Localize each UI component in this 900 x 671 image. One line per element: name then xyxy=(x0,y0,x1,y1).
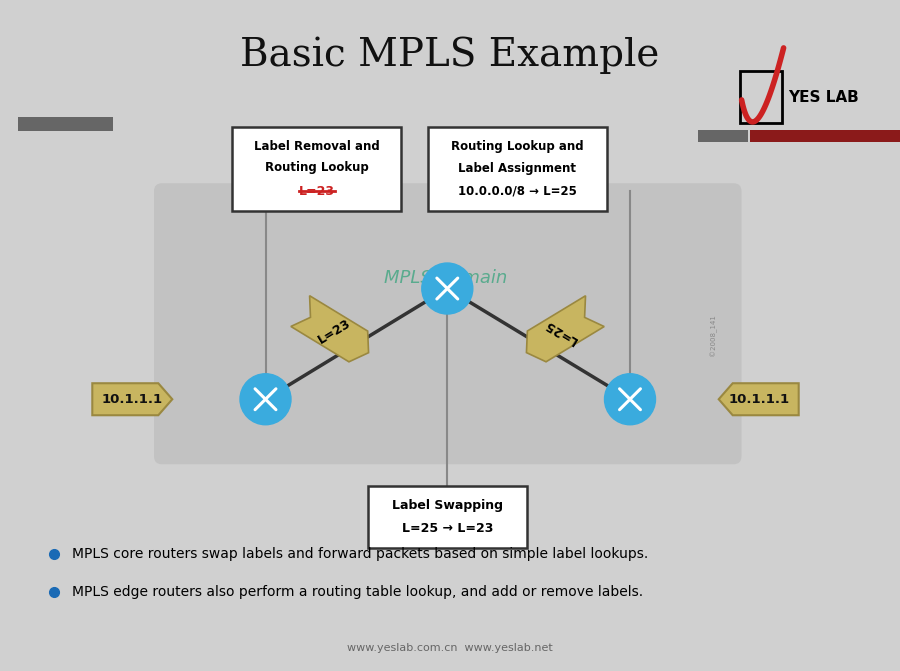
FancyBboxPatch shape xyxy=(154,183,742,464)
Text: L=25: L=25 xyxy=(542,317,580,347)
Text: Label Assignment: Label Assignment xyxy=(458,162,577,175)
Text: YES LAB: YES LAB xyxy=(788,90,859,105)
FancyBboxPatch shape xyxy=(368,486,526,548)
Circle shape xyxy=(422,263,472,314)
Text: Basic MPLS Example: Basic MPLS Example xyxy=(240,36,660,74)
Polygon shape xyxy=(719,383,798,415)
FancyBboxPatch shape xyxy=(698,130,748,142)
FancyBboxPatch shape xyxy=(750,130,900,142)
Text: Routing Lookup: Routing Lookup xyxy=(265,161,369,174)
Text: 10.1.1.1: 10.1.1.1 xyxy=(102,393,163,406)
Text: MPLS core routers swap labels and forward packets based on simple label lookups.: MPLS core routers swap labels and forwar… xyxy=(72,547,648,560)
FancyBboxPatch shape xyxy=(428,127,607,211)
FancyBboxPatch shape xyxy=(18,117,112,132)
Circle shape xyxy=(240,374,291,425)
Text: Label Removal and: Label Removal and xyxy=(254,140,380,153)
Circle shape xyxy=(605,374,655,425)
Text: Routing Lookup and: Routing Lookup and xyxy=(451,140,584,153)
Text: ©2008_141: ©2008_141 xyxy=(710,315,717,356)
Text: 10.1.1.1: 10.1.1.1 xyxy=(728,393,789,406)
Polygon shape xyxy=(93,383,172,415)
Text: 10.0.0.0/8 → L=25: 10.0.0.0/8 → L=25 xyxy=(458,185,577,198)
FancyBboxPatch shape xyxy=(232,127,401,211)
Polygon shape xyxy=(291,296,369,362)
Text: L=23: L=23 xyxy=(299,185,335,198)
Text: MPLS edge routers also perform a routing table lookup, and add or remove labels.: MPLS edge routers also perform a routing… xyxy=(72,585,644,599)
Text: MPLS Domain: MPLS Domain xyxy=(384,270,507,287)
Text: L=23: L=23 xyxy=(316,317,353,347)
Text: Label Swapping: Label Swapping xyxy=(392,499,503,512)
Text: L=25 → L=23: L=25 → L=23 xyxy=(401,522,493,535)
Text: www.yeslab.com.cn  www.yeslab.net: www.yeslab.com.cn www.yeslab.net xyxy=(347,643,553,652)
Polygon shape xyxy=(526,296,604,362)
